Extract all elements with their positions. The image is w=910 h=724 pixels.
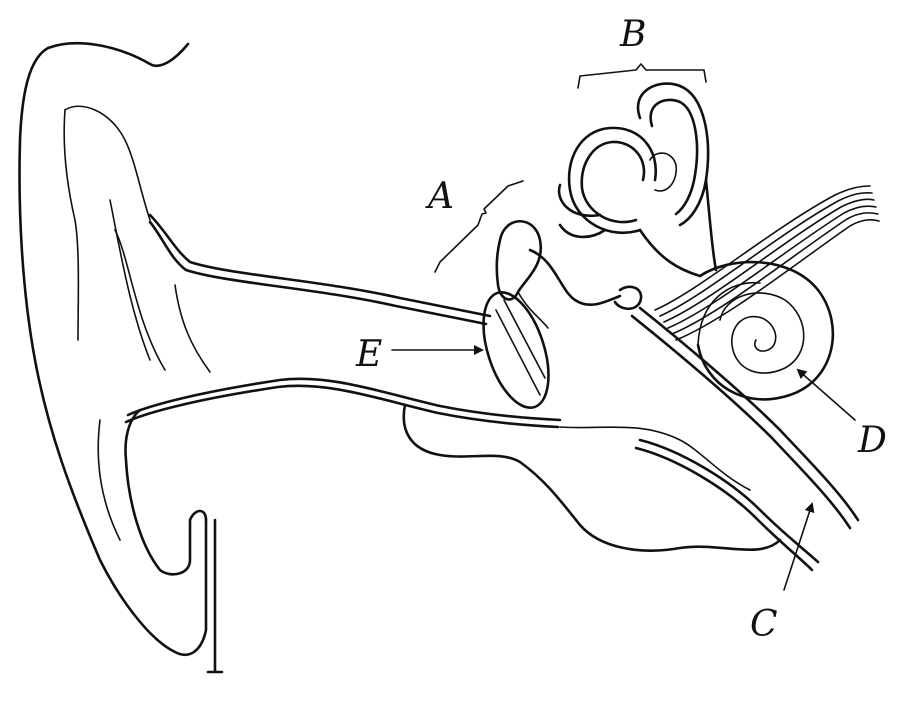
pointer-d-arrow (796, 368, 856, 421)
label-b: B (619, 14, 646, 55)
label-e: E (355, 334, 382, 375)
bracket-a (434, 180, 524, 273)
eustachian-tube (630, 306, 860, 572)
semicircular-canals (557, 82, 718, 278)
pointer-c-arrow (783, 502, 815, 591)
cochlea (696, 260, 835, 401)
ear-canal (124, 213, 562, 429)
eardrum (482, 290, 550, 410)
label-c: C (750, 604, 778, 645)
label-d: D (857, 420, 887, 461)
ossicles (495, 220, 643, 329)
auditory-nerve (654, 185, 880, 341)
outer-ear (18, 42, 224, 674)
bracket-b (577, 63, 707, 89)
middle-ear-cavity (402, 403, 782, 552)
label-a: A (425, 176, 454, 217)
